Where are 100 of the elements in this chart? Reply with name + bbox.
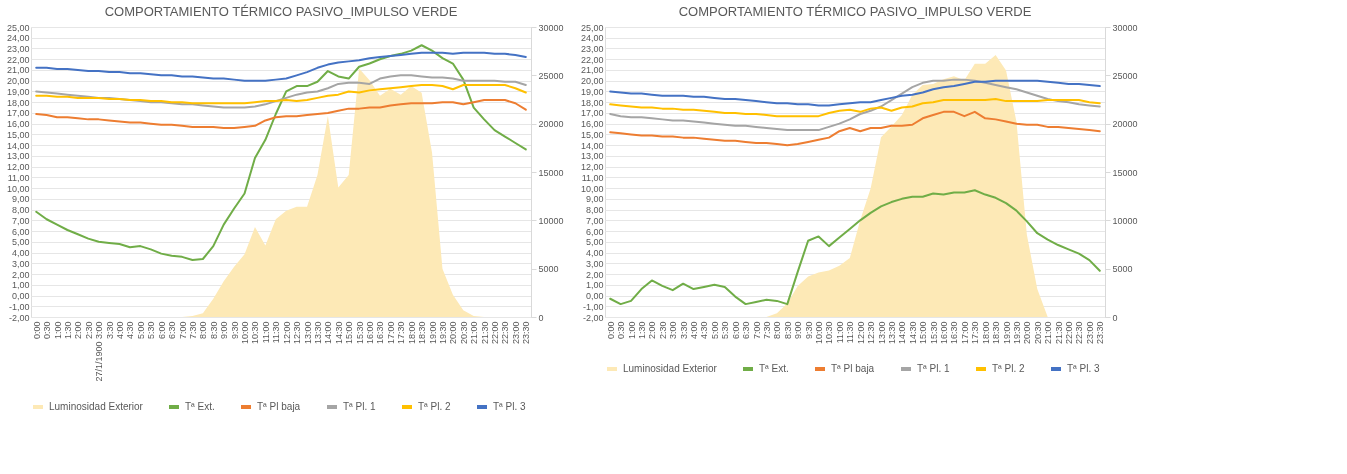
y-tick-label: 9,00	[585, 194, 604, 205]
y2-tick-label: 5000	[1112, 264, 1133, 275]
x-tick-label: 7:00	[751, 321, 762, 340]
y-tick-label: 0,00	[585, 291, 604, 302]
x-tick-label: 11:00	[260, 321, 271, 344]
y2-tick-label: 25000	[538, 70, 564, 81]
y-tick-label: 13,00	[6, 151, 30, 162]
y-tick-label: 24,00	[6, 33, 30, 44]
y2-tick-label: 15000	[538, 167, 564, 178]
x-tick-label: 20:00	[1022, 321, 1033, 345]
y-tick-label: 24,00	[580, 33, 604, 44]
x-tick-label: 12:00	[281, 321, 292, 345]
x-tick-label: 0:00	[31, 321, 42, 340]
x-tick-label: 17:00	[959, 321, 970, 345]
x-tick-label: 2:00	[73, 321, 84, 340]
legend-label: Tª Ext.	[185, 401, 215, 412]
x-tick-label: 20:30	[1032, 321, 1043, 345]
y-tick-label: 7,00	[11, 215, 30, 226]
x-tick-label: 12:30	[866, 321, 877, 345]
y2-tick-label: 30000	[538, 22, 564, 33]
line-series	[609, 189, 1101, 306]
y-tick-label: -2,00	[582, 312, 604, 323]
y-tick-label: 11,00	[581, 172, 604, 183]
x-tick-label: 19:00	[1001, 321, 1012, 345]
legend-label: Luminosidad Exterior	[623, 363, 718, 374]
x-tick-label: 18:30	[991, 321, 1002, 345]
y-tick-label: 4,00	[585, 248, 604, 259]
x-tick-label: 18:00	[406, 321, 417, 345]
y-tick-label: 19,00	[580, 86, 604, 97]
y-tick-label: 6,00	[585, 226, 604, 237]
y2-tick-label: 0	[1112, 312, 1118, 323]
x-tick-label: 10:30	[824, 321, 835, 345]
y2-tick-label: 20000	[538, 119, 564, 130]
y-tick-label: 20,00	[580, 76, 604, 87]
y-tick-label: 6,00	[11, 226, 30, 237]
x-tick-label: 1:30	[636, 321, 647, 340]
legend-label: Tª Pl. 1	[343, 401, 377, 412]
x-tick-label: 3:30	[678, 321, 689, 340]
y-tick-label: 23,00	[6, 43, 30, 54]
y2-tick-label: 10000	[1112, 215, 1138, 226]
x-tick-label: 23:30	[521, 321, 532, 345]
x-tick-label: 6:00	[730, 321, 741, 340]
x-tick-label: 21:00	[1043, 321, 1054, 345]
x-tick-label: 15:30	[928, 321, 939, 345]
x-tick-label: 14:00	[323, 321, 334, 345]
x-tick-label: 20:30	[458, 321, 469, 345]
x-tick-label: 11:30	[845, 321, 856, 344]
legend-label: Tª Pl. 3	[1067, 363, 1101, 374]
x-tick-label: 16:30	[375, 321, 386, 345]
x-tick-label: 6:30	[741, 321, 752, 340]
y-tick-label: 14,00	[6, 140, 30, 151]
legend-label: Luminosidad Exterior	[49, 401, 144, 412]
x-tick-label: 18:30	[417, 321, 428, 345]
line-series	[35, 44, 527, 262]
x-tick-label: 22:30	[500, 321, 511, 345]
y-tick-label: 15,00	[6, 129, 30, 140]
x-tick-label: 8:30	[782, 321, 793, 340]
x-tick-label: 17:30	[396, 321, 407, 345]
line-series	[35, 51, 527, 82]
y-tick-label: 3,00	[11, 258, 30, 269]
y-tick-label: 1,00	[11, 280, 30, 291]
x-tick-label: 10:00	[240, 321, 251, 345]
x-tick-label: 17:30	[970, 321, 981, 345]
x-tick-label: 9:30	[229, 321, 240, 340]
line-series	[35, 84, 527, 105]
chart-title: COMPORTAMIENTO TÉRMICO PASIVO_IMPULSO VERDE	[104, 4, 458, 19]
x-tick-label: 1:00	[52, 321, 63, 340]
x-tick-label: 4:30	[699, 321, 710, 340]
chart-title: COMPORTAMIENTO TÉRMICO PASIVO_IMPULSO VERDE	[678, 4, 1032, 19]
x-tick-label: 7:30	[761, 321, 772, 340]
y-tick-label: 16,00	[6, 119, 30, 130]
y-tick-label: -1,00	[8, 301, 30, 312]
x-tick-label: 12:30	[292, 321, 303, 345]
y-tick-label: 4,00	[11, 248, 30, 259]
x-tick-label: 16:00	[365, 321, 376, 345]
x-tick-label: 6:30	[167, 321, 178, 340]
y-tick-label: 0,00	[11, 291, 30, 302]
x-tick-label: 6:00	[156, 321, 167, 340]
y-tick-label: 3,00	[585, 258, 604, 269]
x-tick-label: 27/1/1900 3:00	[94, 321, 105, 382]
x-tick-label: 9:00	[219, 321, 230, 340]
y-tick-label: 10,00	[580, 183, 604, 194]
y-tick-label: 13,00	[580, 151, 604, 162]
x-tick-label: 9:00	[793, 321, 804, 340]
y-tick-label: 8,00	[11, 205, 30, 216]
legend-label: Tª Pl. 2	[992, 363, 1026, 374]
x-tick-label: 10:30	[250, 321, 261, 345]
line-series	[609, 79, 1101, 107]
x-tick-label: 1:00	[626, 321, 637, 340]
x-tick-label: 22:30	[1074, 321, 1085, 345]
x-tick-label: 11:00	[834, 321, 845, 344]
x-tick-label: 23:00	[510, 321, 521, 345]
y2-tick-label: 15000	[1112, 167, 1138, 178]
line-series	[609, 97, 1101, 118]
x-tick-label: 7:00	[177, 321, 188, 340]
x-tick-label: 16:30	[949, 321, 960, 345]
x-tick-label: 10:00	[814, 321, 825, 345]
y2-tick-label: 0	[538, 312, 544, 323]
y-tick-label: 18,00	[580, 97, 604, 108]
y-tick-label: 21,00	[580, 65, 604, 76]
